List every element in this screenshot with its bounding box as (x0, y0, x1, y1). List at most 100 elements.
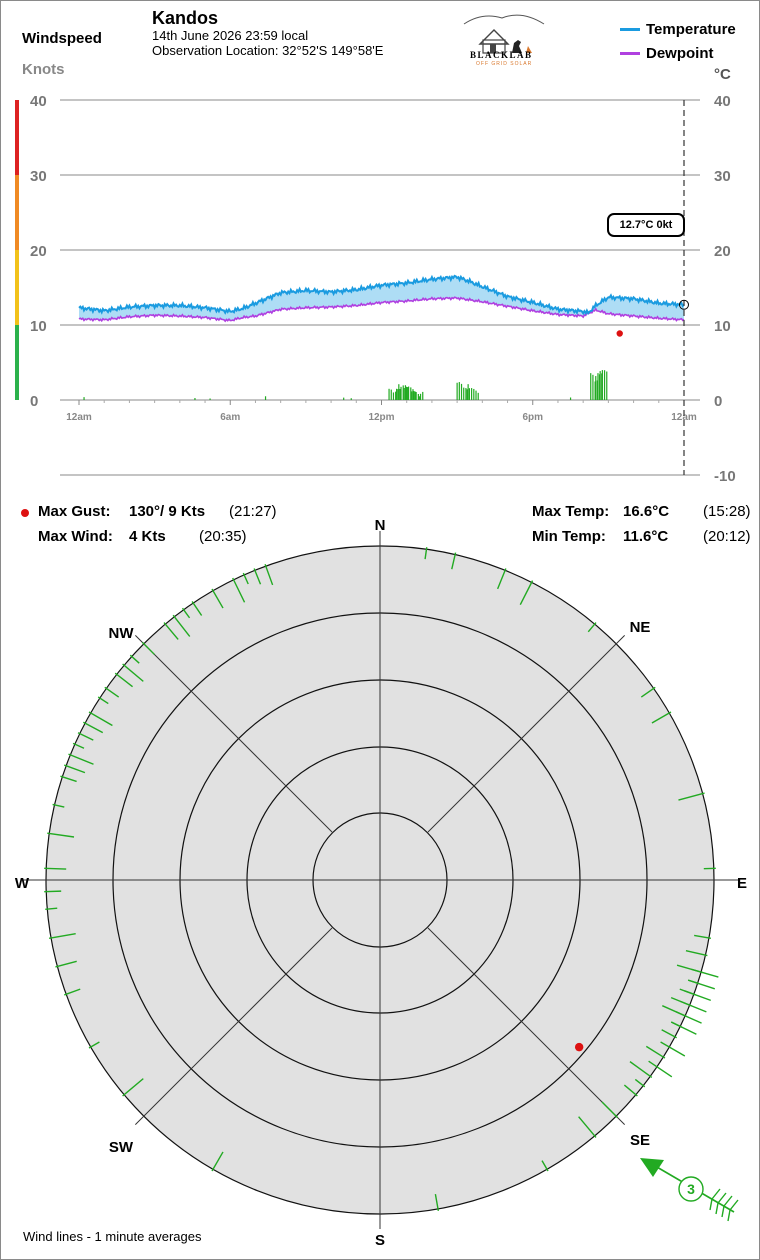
y-left-tick-label: 30 (30, 168, 47, 185)
celsius-unit: °C (714, 66, 731, 83)
max-gust-marker (616, 330, 623, 337)
blacklab-logo: BLACKLAB OFF GRID SOLAR (462, 10, 546, 68)
temperature-series-line (78, 274, 685, 316)
wind-scale-band-2 (15, 175, 19, 250)
compass-axis-sw (134, 927, 333, 1126)
max-gust-time: (21:27) (229, 503, 277, 520)
wind-direction-tick (55, 960, 77, 968)
wind-direction-tick (72, 742, 85, 749)
wind-direction-tick-outer (684, 990, 712, 1002)
compass-axis-se (427, 927, 626, 1126)
wind-direction-tick (634, 1078, 646, 1088)
y-left-tick-label: 0 (30, 393, 38, 410)
wind-direction-tick-outer (660, 1041, 686, 1057)
wind-direction-tick (191, 601, 203, 616)
compass-axis-nw (134, 634, 333, 833)
dewpoint-series-line (78, 296, 685, 323)
wind-direction-tick-outer (687, 979, 715, 990)
wind-direction-tick (678, 792, 705, 801)
wind-direction-tick (64, 764, 86, 774)
y-right-tick-label: 30 (714, 168, 731, 185)
wind-direction-tick (77, 732, 94, 741)
min-temp-label: Min Temp: (532, 528, 606, 545)
x-tick-label: 12pm (368, 412, 394, 423)
wind-direction-tick (211, 588, 224, 609)
min-temp-value: 11.6°C (623, 528, 669, 545)
current-wind-barb (717, 1192, 727, 1204)
current-wind-barb (721, 1205, 725, 1218)
wind-direction-tick (48, 932, 76, 940)
compass-label-se: SE (630, 1132, 650, 1149)
wind-direction-tick-outer (670, 1021, 697, 1035)
wind-direction-tick (47, 832, 75, 838)
wind-direction-tick (172, 614, 191, 637)
wind-direction-tick-outer (680, 1000, 707, 1013)
wind-direction-tick-outer (648, 1060, 673, 1078)
wind-direction-tick (232, 577, 246, 603)
knots-unit: Knots (22, 61, 65, 78)
current-value-marker (679, 299, 689, 310)
wind-direction-tick (122, 663, 144, 682)
y-left-tick-label: 40 (30, 93, 47, 110)
current-speed-value: 3 (687, 1181, 695, 1197)
max-gust-label: Max Gust: (38, 503, 111, 520)
wind-scale-band-0 (15, 325, 19, 400)
current-wind-arrowhead (640, 1158, 664, 1177)
wind-direction-tick (242, 572, 249, 585)
wind-direction-tick (661, 1029, 677, 1039)
max-temp-label: Max Temp: (532, 503, 610, 520)
current-wind-barb (729, 1199, 739, 1211)
y-right-tick-label: 20 (714, 243, 731, 260)
current-wind-barb (727, 1209, 731, 1222)
wind-direction-tick (685, 949, 708, 957)
x-tick-label: 12am (66, 412, 92, 423)
wind-direction-tick (651, 711, 672, 724)
y-right-tick-label: -10 (714, 468, 736, 485)
wind-direction-tick (83, 721, 104, 734)
current-readout: 12.7°C 0kt (607, 213, 685, 237)
legend-temperature-swatch (620, 28, 640, 31)
wind-direction-tick (44, 890, 62, 893)
y-right-tick-label: 10 (714, 318, 731, 335)
compass-footer: Wind lines - 1 minute averages (23, 1229, 202, 1244)
max-wind-value: 4 Kts (129, 528, 166, 545)
wind-direction-tick (52, 803, 65, 808)
min-temp-time: (20:12) (703, 528, 751, 545)
wind-direction-tick (114, 672, 133, 688)
wind-direction-tick (163, 622, 179, 640)
wind-direction-tick (640, 686, 656, 698)
current-wind-barb (711, 1188, 721, 1200)
y-left-tick-label: 20 (30, 243, 47, 260)
current-speed-badge (678, 1176, 704, 1202)
compass-axis-ne (427, 634, 626, 833)
wind-direction-tick (645, 1045, 666, 1059)
max-wind-label: Max Wind: (38, 528, 113, 545)
max-wind-time: (20:35) (199, 528, 247, 545)
wind-direction-tick (60, 775, 77, 783)
wind-direction-tick (578, 1116, 597, 1138)
compass-label-sw: SW (109, 1139, 134, 1156)
wind-direction-tick (88, 1041, 100, 1049)
house-dog-icon (463, 14, 545, 54)
current-wind-barb (709, 1198, 713, 1211)
wind-direction-tick-outer (675, 1011, 702, 1024)
legend-temperature-label: Temperature (646, 21, 736, 38)
wind-direction-tick (44, 867, 67, 870)
x-tick-label: 6pm (522, 412, 543, 423)
wind-direction-tick (122, 1078, 144, 1097)
wind-direction-tick (601, 1101, 619, 1119)
compass-label-n: N (375, 517, 386, 534)
logo-subtext: OFF GRID SOLAR (476, 61, 533, 67)
wind-direction-tick (623, 1084, 638, 1097)
wind-direction-tick (629, 1061, 653, 1079)
wind-direction-tick (141, 641, 155, 655)
observation-location: Observation Location: 32°52'S 149°58'E (152, 43, 384, 58)
legend-dewpoint-swatch (620, 52, 640, 55)
current-wind-barb (723, 1195, 733, 1207)
wind-direction-tick (129, 654, 140, 664)
wind-direction-tick (451, 552, 457, 570)
station-name: Kandos (152, 8, 219, 28)
wind-direction-tick (45, 907, 58, 910)
wind-direction-tick (541, 1160, 549, 1172)
wind-scale-band-3 (15, 100, 19, 175)
